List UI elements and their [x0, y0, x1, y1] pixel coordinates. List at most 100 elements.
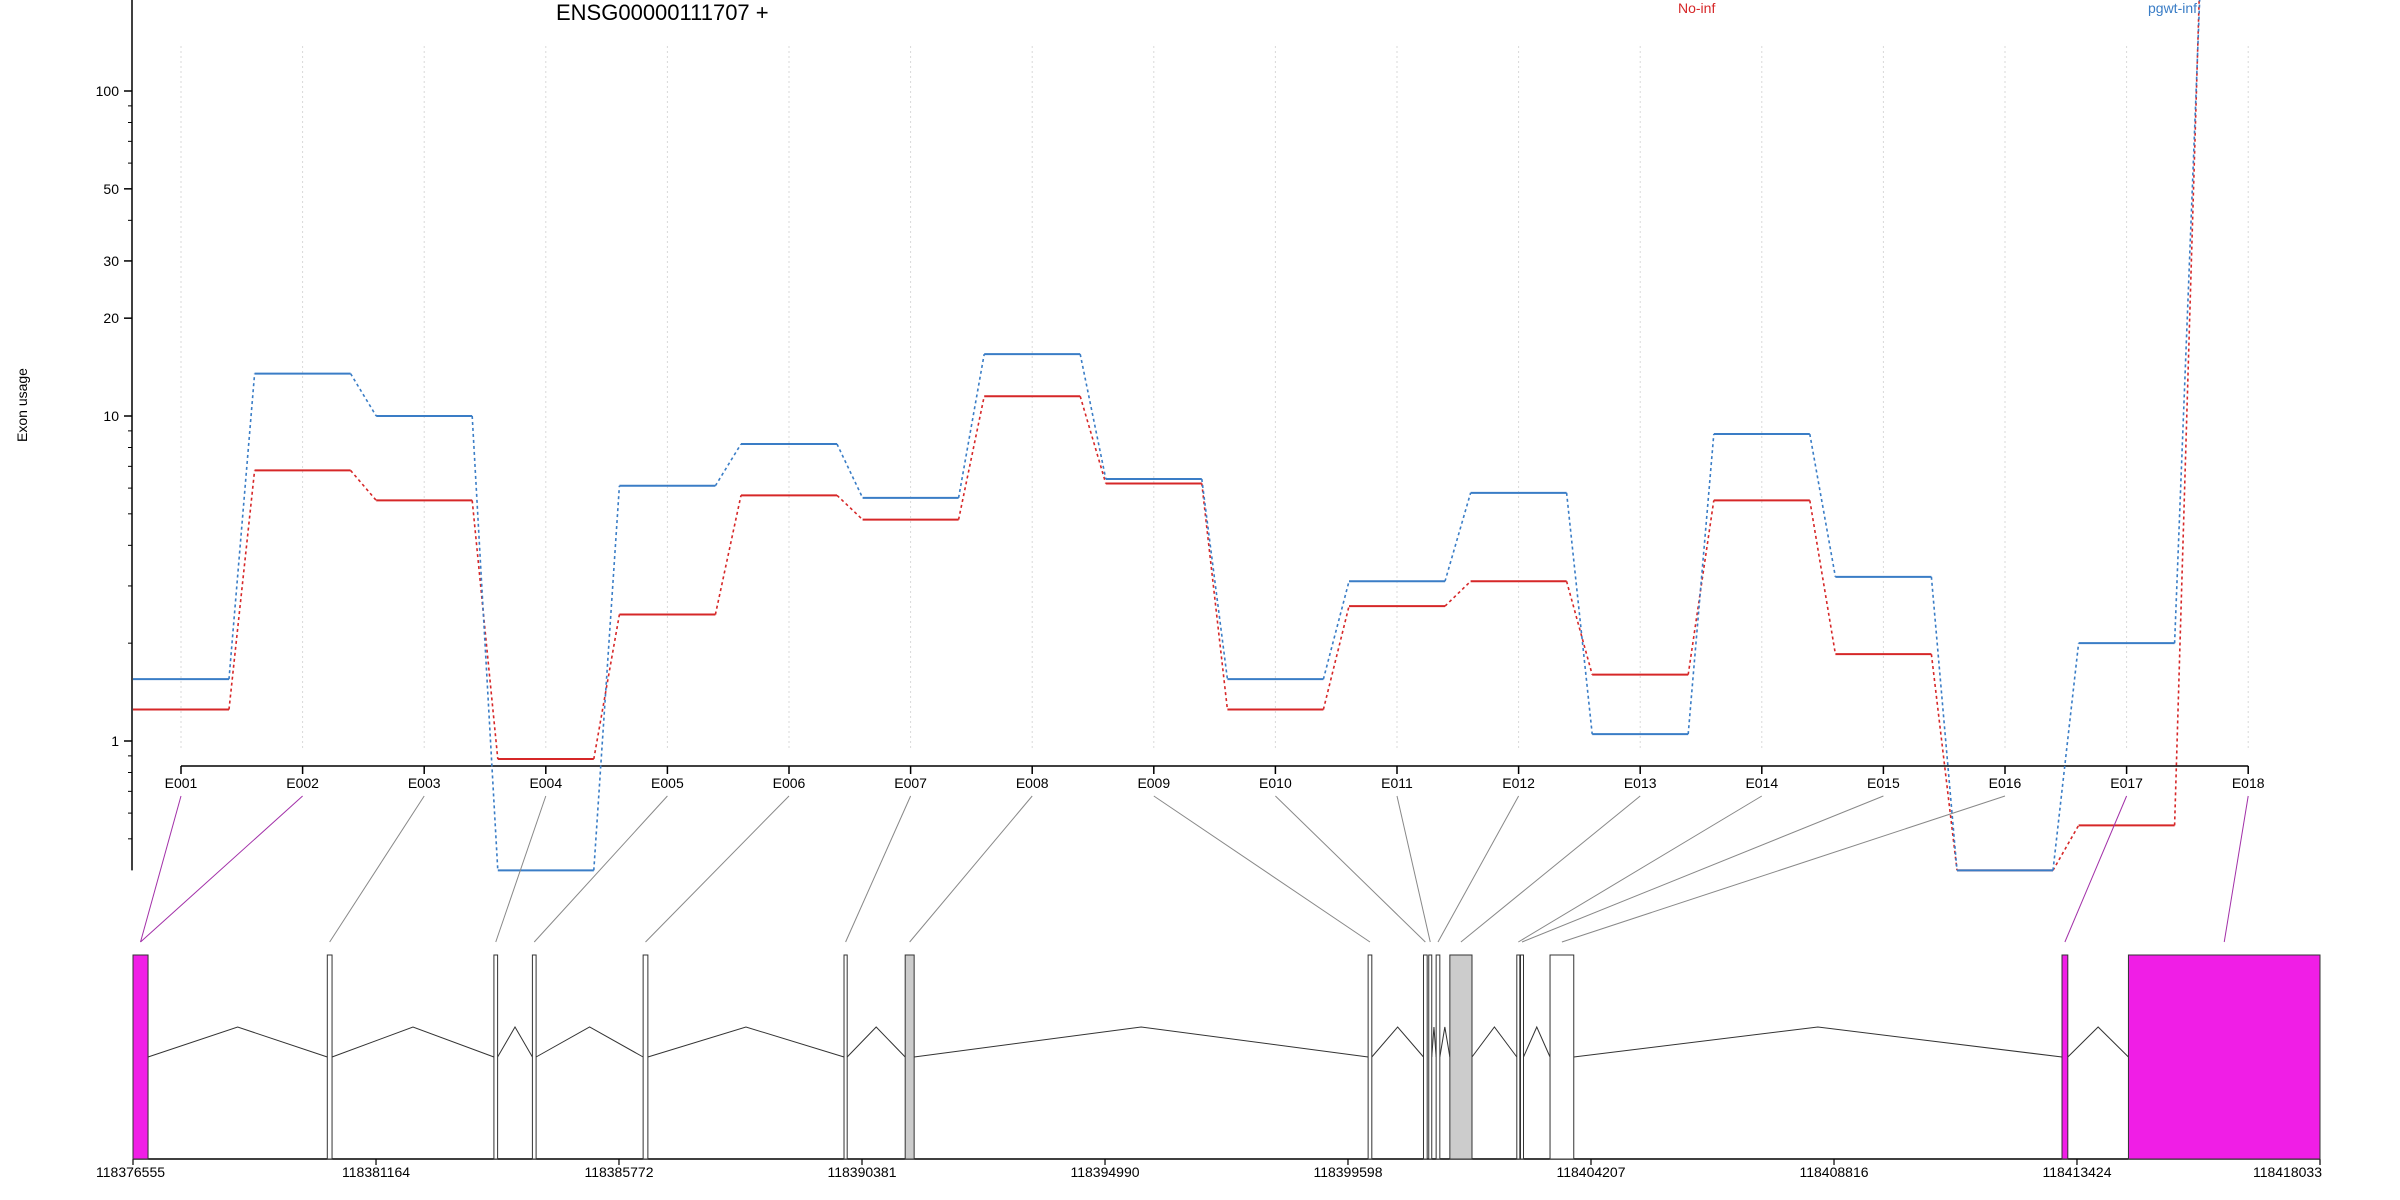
connector-E008: [909, 795, 1033, 943]
series-no-inf-link-E006: [836, 494, 864, 521]
coordinate-tick-label-118376555: 118376555: [96, 1164, 165, 1180]
series-no-inf-link-E014: [1809, 500, 1837, 655]
x-tick-label-E008: E008: [1016, 775, 1049, 791]
exon-box-E005: [531, 954, 537, 1160]
exon-box-E013: [1449, 954, 1473, 1160]
y-tick-label-200: 200: [96, 0, 120, 1]
connector-E015: [1521, 795, 1884, 943]
x-tick-label-E001: E001: [165, 775, 198, 791]
coordinate-tick-label-118394990: 118394990: [1070, 1164, 1139, 1180]
intron-3: [535, 1026, 644, 1058]
x-tick-label-E015: E015: [1867, 775, 1900, 791]
y-tick-label-30: 30: [103, 253, 119, 269]
coordinate-tick-label-118381164: 118381164: [342, 1164, 410, 1180]
series-no-inf-link-E003: [471, 500, 499, 760]
coordinate-tick-label-118399598: 118399598: [1313, 1164, 1382, 1180]
series-no-inf-link-E009: [1201, 483, 1229, 710]
intron-0: [147, 1026, 328, 1058]
series-no-inf-link-E017: [2173, 0, 2200, 826]
series-no-inf-link-E010: [1322, 605, 1350, 710]
exon-box-E011: [1428, 954, 1433, 1160]
series-pgwt-inf-link-E016: [2052, 643, 2080, 871]
x-tick-label-E006: E006: [773, 775, 806, 791]
series-pgwt-inf-link-E013: [1687, 433, 1715, 735]
connector-E012: [1437, 795, 1520, 943]
connector-E013: [1460, 795, 1641, 943]
series-no-inf-link-E013: [1687, 500, 1715, 675]
intron-6: [914, 1026, 1369, 1058]
series-no-inf-link-E004: [593, 614, 621, 760]
series-pgwt-inf-link-E009: [1201, 478, 1229, 680]
intron-9: [1431, 1026, 1437, 1058]
exon-box-E012: [1435, 954, 1441, 1160]
x-tick-label-E007: E007: [894, 775, 927, 791]
intron-10: [1439, 1026, 1451, 1058]
intron-11: [1471, 1026, 1518, 1058]
x-tick-label-E009: E009: [1137, 775, 1170, 791]
series-pgwt-inf-link-E005: [714, 443, 742, 487]
exon-box-E003: [326, 954, 333, 1160]
intron-7: [1371, 1026, 1424, 1058]
coordinate-tick-label-118408816: 118408816: [1799, 1164, 1868, 1180]
series-pgwt-inf-link-E001: [228, 373, 256, 680]
connector-E007: [845, 795, 912, 943]
series-no-inf-link-E008: [1079, 396, 1107, 484]
coordinate-tick-label-118404207: 118404207: [1556, 1164, 1625, 1180]
series-no-inf-link-E001: [228, 470, 256, 710]
x-tick-label-E004: E004: [529, 775, 562, 791]
intron-4: [647, 1026, 845, 1058]
x-tick-label-E018: E018: [2232, 775, 2265, 791]
series-pgwt-inf-link-E015: [1930, 576, 1958, 871]
series-pgwt-inf-link-E007: [957, 354, 985, 498]
series-no-inf-link-E007: [957, 396, 985, 520]
exon-box-E014: [1516, 954, 1521, 1160]
coordinate-tick-label-118385772: 118385772: [584, 1164, 653, 1180]
series-pgwt-inf-link-E004: [593, 485, 621, 871]
legend-entry-no-inf: No-inf: [1678, 0, 1716, 16]
x-tick-label-E016: E016: [1989, 775, 2022, 791]
connector-E018: [2223, 795, 2249, 943]
intron-2: [497, 1026, 533, 1058]
intron-5: [846, 1026, 906, 1058]
x-tick-label-E010: E010: [1259, 775, 1292, 791]
intron-15: [2067, 1026, 2129, 1058]
series-pgwt-inf-link-E006: [836, 443, 864, 499]
intron-13: [1523, 1025, 1551, 1058]
coordinate-tick-label-118413424: 118413424: [2042, 1164, 2111, 1180]
x-tick-label-E002: E002: [286, 775, 319, 791]
series-no-inf-link-E012: [1565, 581, 1593, 675]
connector-E017: [2064, 795, 2128, 943]
connector-E001: [140, 795, 182, 943]
connector-E006: [645, 795, 790, 943]
exon-box-E006: [642, 954, 649, 1160]
x-tick-label-E011: E011: [1381, 775, 1413, 791]
x-tick-label-E005: E005: [651, 775, 684, 791]
exon-box-E007: [843, 954, 848, 1160]
series-no-inf-link-E011: [1444, 580, 1472, 607]
y-tick-label-20: 20: [103, 310, 119, 326]
exon-box-E008: [904, 954, 915, 1160]
chart-title: ENSG00000111707 +: [556, 0, 769, 25]
x-tick-label-E017: E017: [2110, 775, 2143, 791]
exon-box-E016: [1549, 954, 1575, 1160]
x-tick-label-E012: E012: [1502, 775, 1535, 791]
connector-E011: [1396, 795, 1431, 943]
legend-entry-pgwt-inf: pgwt-inf: [2148, 0, 2198, 16]
series-pgwt-inf-link-E011: [1444, 492, 1472, 582]
y-tick-label-1: 1: [111, 733, 119, 749]
series-no-inf-link-E005: [714, 495, 742, 615]
connector-E014: [1518, 795, 1763, 943]
series-pgwt-inf-link-E003: [471, 415, 499, 871]
connector-E004: [495, 795, 547, 943]
x-tick-label-E003: E003: [408, 775, 441, 791]
series-no-inf-link-E002: [349, 469, 377, 501]
series-pgwt-inf-link-E002: [349, 373, 377, 417]
exon-box-E015: [1520, 954, 1525, 1160]
series-pgwt-inf-link-E012: [1565, 492, 1593, 735]
exon-box-E017: [2061, 954, 2069, 1160]
exon-box-E004: [493, 954, 499, 1160]
y-tick-label-10: 10: [103, 408, 119, 424]
intron-1: [331, 1026, 495, 1058]
x-tick-label-E014: E014: [1745, 775, 1778, 791]
